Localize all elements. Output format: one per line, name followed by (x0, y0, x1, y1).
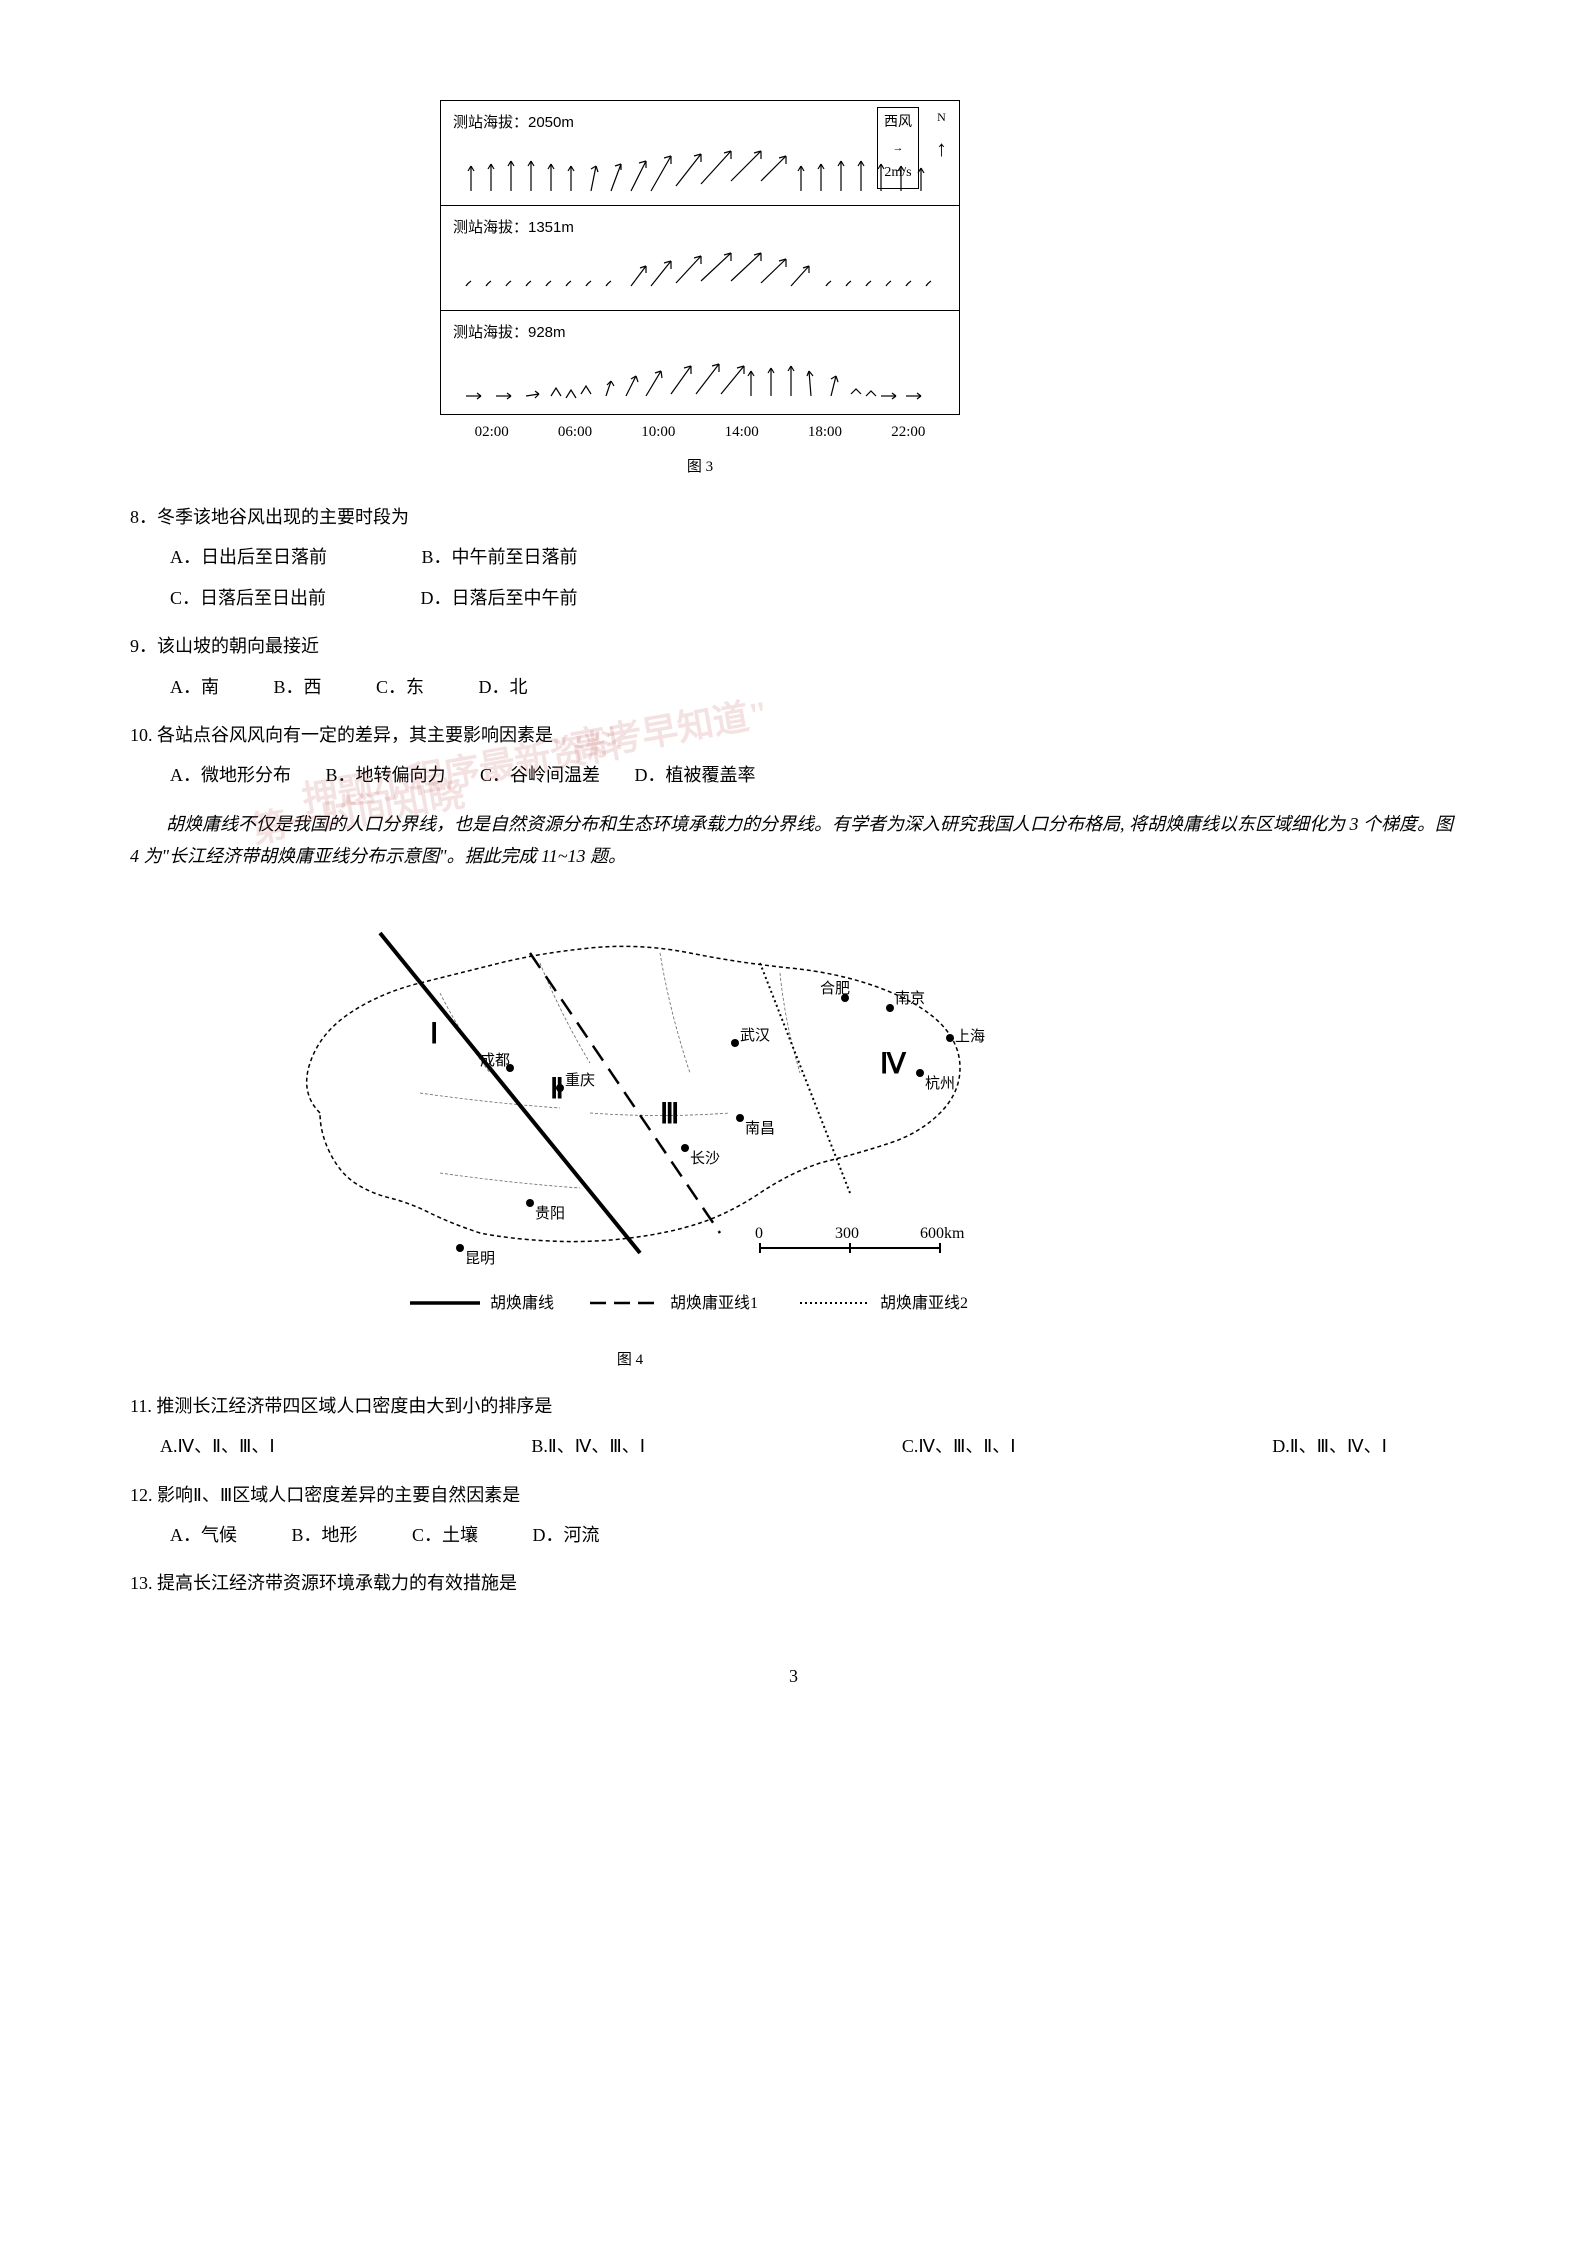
q10-opt-a: A．微地形分布 (170, 759, 291, 791)
svg-text:重庆: 重庆 (565, 1072, 595, 1089)
q8-stem: 8．冬季该地谷风出现的主要时段为 (120, 501, 1467, 533)
q9-opt-c: C．东 (376, 671, 424, 703)
svg-text:成都: 成都 (480, 1052, 510, 1069)
xtick: 06:00 (558, 419, 592, 446)
wind-arrows-1 (451, 136, 951, 196)
q9-opt-d: D．北 (479, 671, 528, 703)
q12-opt-c: C．土壤 (412, 1519, 478, 1551)
panel-2-label: 测站海拔：1351m (453, 214, 574, 241)
q11-opt-a: A.Ⅳ、Ⅱ、Ⅲ、Ⅰ (160, 1430, 275, 1462)
svg-text:600km: 600km (920, 1225, 965, 1242)
q12-opt-b: B．地形 (292, 1519, 358, 1551)
q10-opt-b: B．地转偏向力 (326, 759, 446, 791)
region-4: Ⅳ (880, 1049, 907, 1080)
page-number: 3 (120, 1660, 1467, 1692)
svg-text:胡焕庸亚线1: 胡焕庸亚线1 (670, 1294, 758, 1312)
region-3: Ⅲ (660, 1099, 679, 1130)
north-label: N (936, 107, 947, 129)
xtick: 22:00 (891, 419, 925, 446)
map-figure-4: Ⅰ Ⅱ Ⅲ Ⅳ 成都 重庆 贵阳 昆明 武汉 南昌 长沙 合肥 南京 上海 杭州… (240, 893, 1020, 1374)
chart-panel-2: 测站海拔：1351m (440, 205, 960, 310)
q12-opt-d: D．河流 (533, 1519, 600, 1551)
svg-text:武汉: 武汉 (740, 1027, 770, 1044)
svg-text:昆明: 昆明 (465, 1250, 495, 1267)
svg-text:300: 300 (835, 1225, 859, 1242)
legend-label: 西风 (884, 115, 912, 130)
svg-text:长沙: 长沙 (690, 1150, 720, 1167)
q13-stem: 13. 提高长江经济带资源环境承载力的有效措施是 (120, 1567, 1467, 1599)
map-caption: 图 4 (240, 1347, 1020, 1374)
chart-x-axis: 02:00 06:00 10:00 14:00 18:00 22:00 (440, 415, 960, 450)
q9-opt-b: B．西 (274, 671, 322, 703)
q9-opt-a: A．南 (170, 671, 219, 703)
svg-text:上海: 上海 (955, 1028, 985, 1045)
svg-text:贵阳: 贵阳 (535, 1205, 565, 1222)
q11-opt-d: D.Ⅱ、Ⅲ、Ⅳ、Ⅰ (1272, 1430, 1387, 1462)
q8-options-row1: A．日出后至日落前 B．中午前至日落前 (120, 541, 1467, 573)
q11-options: A.Ⅳ、Ⅱ、Ⅲ、Ⅰ B.Ⅱ、Ⅳ、Ⅲ、Ⅰ C.Ⅳ、Ⅲ、Ⅱ、Ⅰ D.Ⅱ、Ⅲ、Ⅳ、Ⅰ (120, 1430, 1467, 1462)
q9-stem: 9．该山坡的朝向最接近 (120, 630, 1467, 662)
svg-text:南昌: 南昌 (745, 1120, 775, 1137)
svg-text:杭州: 杭州 (925, 1075, 955, 1092)
svg-text:南京: 南京 (895, 990, 925, 1007)
svg-text:胡焕庸亚线2: 胡焕庸亚线2 (880, 1294, 968, 1312)
xtick: 14:00 (725, 419, 759, 446)
chart-caption: 图 3 (440, 454, 960, 481)
q12-opt-a: A．气候 (170, 1519, 237, 1551)
passage-1: 胡焕庸线不仅是我国的人口分界线，也是自然资源分布和生态环境承载力的分界线。有学者… (130, 808, 1457, 873)
q9-options: A．南 B．西 C．东 D．北 (120, 671, 1467, 703)
svg-text:胡焕庸线: 胡焕庸线 (490, 1294, 554, 1312)
q8-options-row2: C．日落后至日出前 D．日落后至中午前 (120, 582, 1467, 614)
q11-opt-c: C.Ⅳ、Ⅲ、Ⅱ、Ⅰ (902, 1430, 1016, 1462)
region-1: Ⅰ (430, 1019, 438, 1050)
xtick: 18:00 (808, 419, 842, 446)
chart-figure-3: 测站海拔：2050m 西风 → 2m/s N ↑ (440, 100, 960, 481)
q10-options: A．微地形分布 B．地转偏向力 C．谷岭间温差 D．植被覆盖率 (120, 759, 1467, 791)
q11-opt-b: B.Ⅱ、Ⅳ、Ⅲ、Ⅰ (531, 1430, 645, 1462)
xtick: 02:00 (475, 419, 509, 446)
q8-opt-d: D．日落后至中午前 (421, 582, 578, 614)
chart-panel-1: 测站海拔：2050m 西风 → 2m/s N ↑ (440, 100, 960, 205)
q8-opt-b: B．中午前至日落前 (422, 541, 578, 573)
q12-stem: 12. 影响Ⅱ、Ⅲ区域人口密度差异的主要自然因素是 (120, 1479, 1467, 1511)
q10-opt-d: D．植被覆盖率 (635, 759, 756, 791)
q10-stem: 10. 各站点谷风风向有一定的差异，其主要影响因素是 (120, 719, 1467, 751)
panel-3-label: 测站海拔：928m (453, 319, 566, 346)
svg-text:0: 0 (755, 1225, 763, 1242)
q8-opt-a: A．日出后至日落前 (170, 541, 327, 573)
chart-panel-3: 测站海拔：928m (440, 310, 960, 415)
xtick: 10:00 (641, 419, 675, 446)
panel-1-label: 测站海拔：2050m (453, 109, 574, 136)
wind-arrows-3 (451, 346, 951, 406)
svg-text:合肥: 合肥 (820, 980, 850, 997)
q10-opt-c: C．谷岭间温差 (480, 759, 600, 791)
wind-arrows-2 (451, 241, 951, 301)
q12-options: A．气候 B．地形 C．土壤 D．河流 (120, 1519, 1467, 1551)
q8-opt-c: C．日落后至日出前 (170, 582, 326, 614)
q11-stem: 11. 推测长江经济带四区域人口密度由大到小的排序是 (120, 1390, 1467, 1422)
map-svg: Ⅰ Ⅱ Ⅲ Ⅳ 成都 重庆 贵阳 昆明 武汉 南昌 长沙 合肥 南京 上海 杭州… (240, 893, 1020, 1333)
